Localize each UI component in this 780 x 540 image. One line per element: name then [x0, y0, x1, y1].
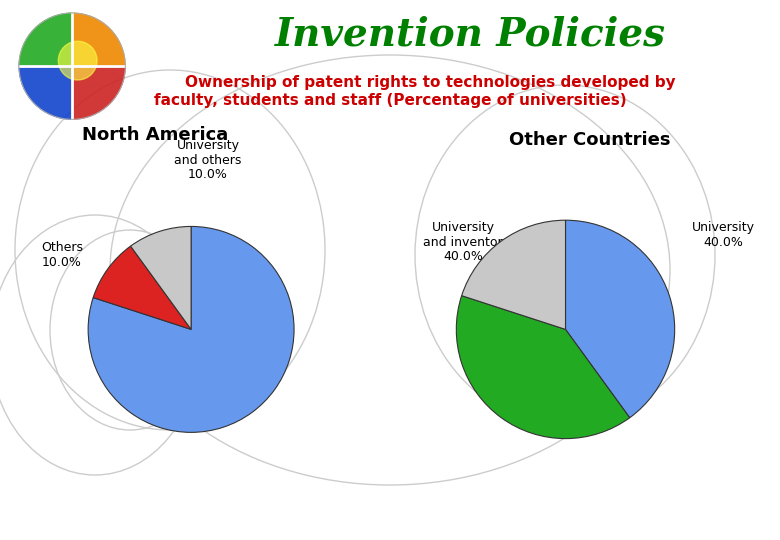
- Text: faculty, students and staff (Percentage of universities): faculty, students and staff (Percentage …: [154, 92, 626, 107]
- Polygon shape: [17, 11, 72, 66]
- Text: Invention Policies: Invention Policies: [275, 16, 665, 54]
- Wedge shape: [462, 220, 566, 329]
- Circle shape: [58, 41, 97, 80]
- Polygon shape: [72, 66, 127, 122]
- Text: Ownership of patent rights to technologies developed by: Ownership of patent rights to technologi…: [185, 75, 675, 90]
- Wedge shape: [130, 226, 191, 329]
- Wedge shape: [93, 246, 191, 329]
- Text: University
and others
10.0%: University and others 10.0%: [174, 138, 242, 181]
- Text: University
40.0%: University 40.0%: [692, 221, 754, 249]
- Wedge shape: [88, 226, 294, 433]
- Polygon shape: [17, 66, 72, 122]
- Text: University
and inventor
40.0%: University and inventor 40.0%: [424, 220, 503, 264]
- Text: University
80.0%: University 80.0%: [183, 392, 246, 420]
- Wedge shape: [456, 296, 629, 438]
- Text: Others
20.0%: Others 20.0%: [577, 382, 619, 410]
- Text: Other Countries: Other Countries: [509, 131, 671, 149]
- Polygon shape: [72, 11, 127, 66]
- Text: North America: North America: [82, 126, 228, 144]
- Text: Others
10.0%: Others 10.0%: [41, 241, 83, 269]
- Wedge shape: [566, 220, 675, 418]
